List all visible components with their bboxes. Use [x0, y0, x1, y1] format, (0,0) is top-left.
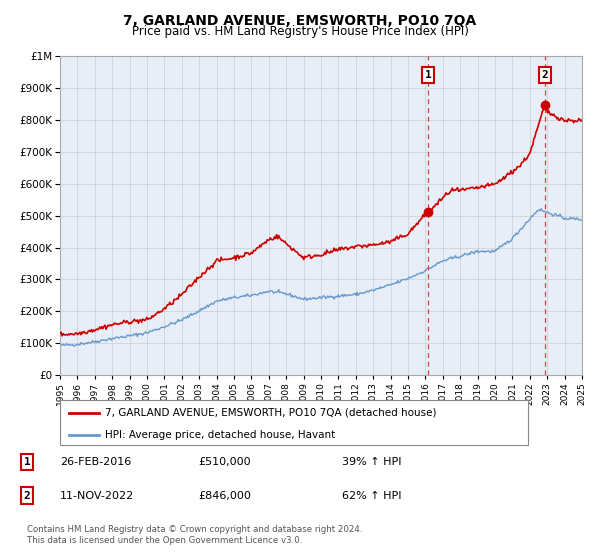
Text: 39% ↑ HPI: 39% ↑ HPI	[342, 457, 401, 467]
Text: Contains HM Land Registry data © Crown copyright and database right 2024.
This d: Contains HM Land Registry data © Crown c…	[27, 525, 362, 545]
Text: 62% ↑ HPI: 62% ↑ HPI	[342, 491, 401, 501]
Text: 7, GARLAND AVENUE, EMSWORTH, PO10 7QA (detached house): 7, GARLAND AVENUE, EMSWORTH, PO10 7QA (d…	[105, 408, 437, 418]
Text: 26-FEB-2016: 26-FEB-2016	[60, 457, 131, 467]
Text: £510,000: £510,000	[198, 457, 251, 467]
Text: 1: 1	[425, 70, 431, 80]
Text: Price paid vs. HM Land Registry's House Price Index (HPI): Price paid vs. HM Land Registry's House …	[131, 25, 469, 38]
Text: 2: 2	[23, 491, 31, 501]
Text: 2: 2	[541, 70, 548, 80]
Text: HPI: Average price, detached house, Havant: HPI: Average price, detached house, Hava…	[105, 430, 335, 440]
Text: 11-NOV-2022: 11-NOV-2022	[60, 491, 134, 501]
Text: 7, GARLAND AVENUE, EMSWORTH, PO10 7QA: 7, GARLAND AVENUE, EMSWORTH, PO10 7QA	[124, 14, 476, 28]
Text: 1: 1	[23, 457, 31, 467]
Text: £846,000: £846,000	[198, 491, 251, 501]
